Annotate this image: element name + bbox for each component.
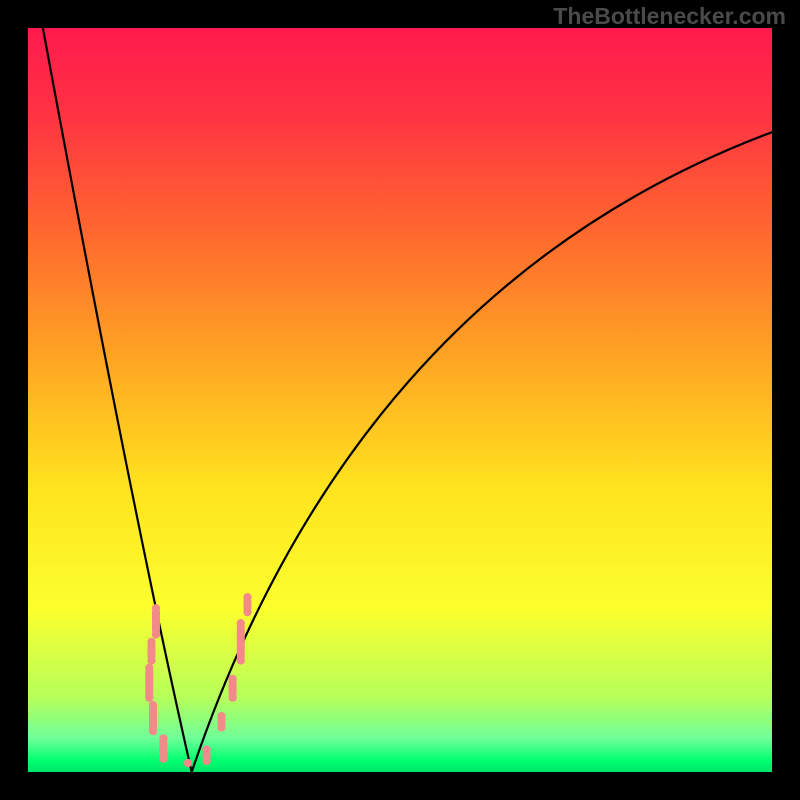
marker-cap — [184, 759, 192, 767]
marker-cap — [228, 693, 236, 701]
plot-svg — [28, 28, 772, 772]
marker-cap — [149, 727, 157, 735]
marker-cap — [217, 723, 225, 731]
marker-cap — [145, 693, 153, 701]
marker-cap — [159, 734, 167, 742]
marker-cap — [145, 664, 153, 672]
marker-cap — [228, 675, 236, 683]
marker-cap — [237, 619, 245, 627]
marker-cap — [202, 745, 210, 753]
marker-segment — [145, 668, 153, 698]
marker-segment — [237, 623, 245, 660]
marker-cap — [202, 757, 210, 765]
marker-cap — [147, 638, 155, 646]
chart-frame: TheBottlenecker.com — [0, 0, 800, 800]
plot-area — [28, 28, 772, 772]
marker-cap — [237, 656, 245, 664]
watermark-text: TheBottlenecker.com — [553, 3, 786, 30]
marker-cap — [152, 604, 160, 612]
marker-cap — [159, 754, 167, 762]
marker-cap — [147, 656, 155, 664]
marker-cap — [243, 593, 251, 601]
gradient-background — [28, 28, 772, 772]
marker-cap — [217, 712, 225, 720]
marker-cap — [243, 608, 251, 616]
marker-cap — [149, 701, 157, 709]
marker-cap — [152, 630, 160, 638]
